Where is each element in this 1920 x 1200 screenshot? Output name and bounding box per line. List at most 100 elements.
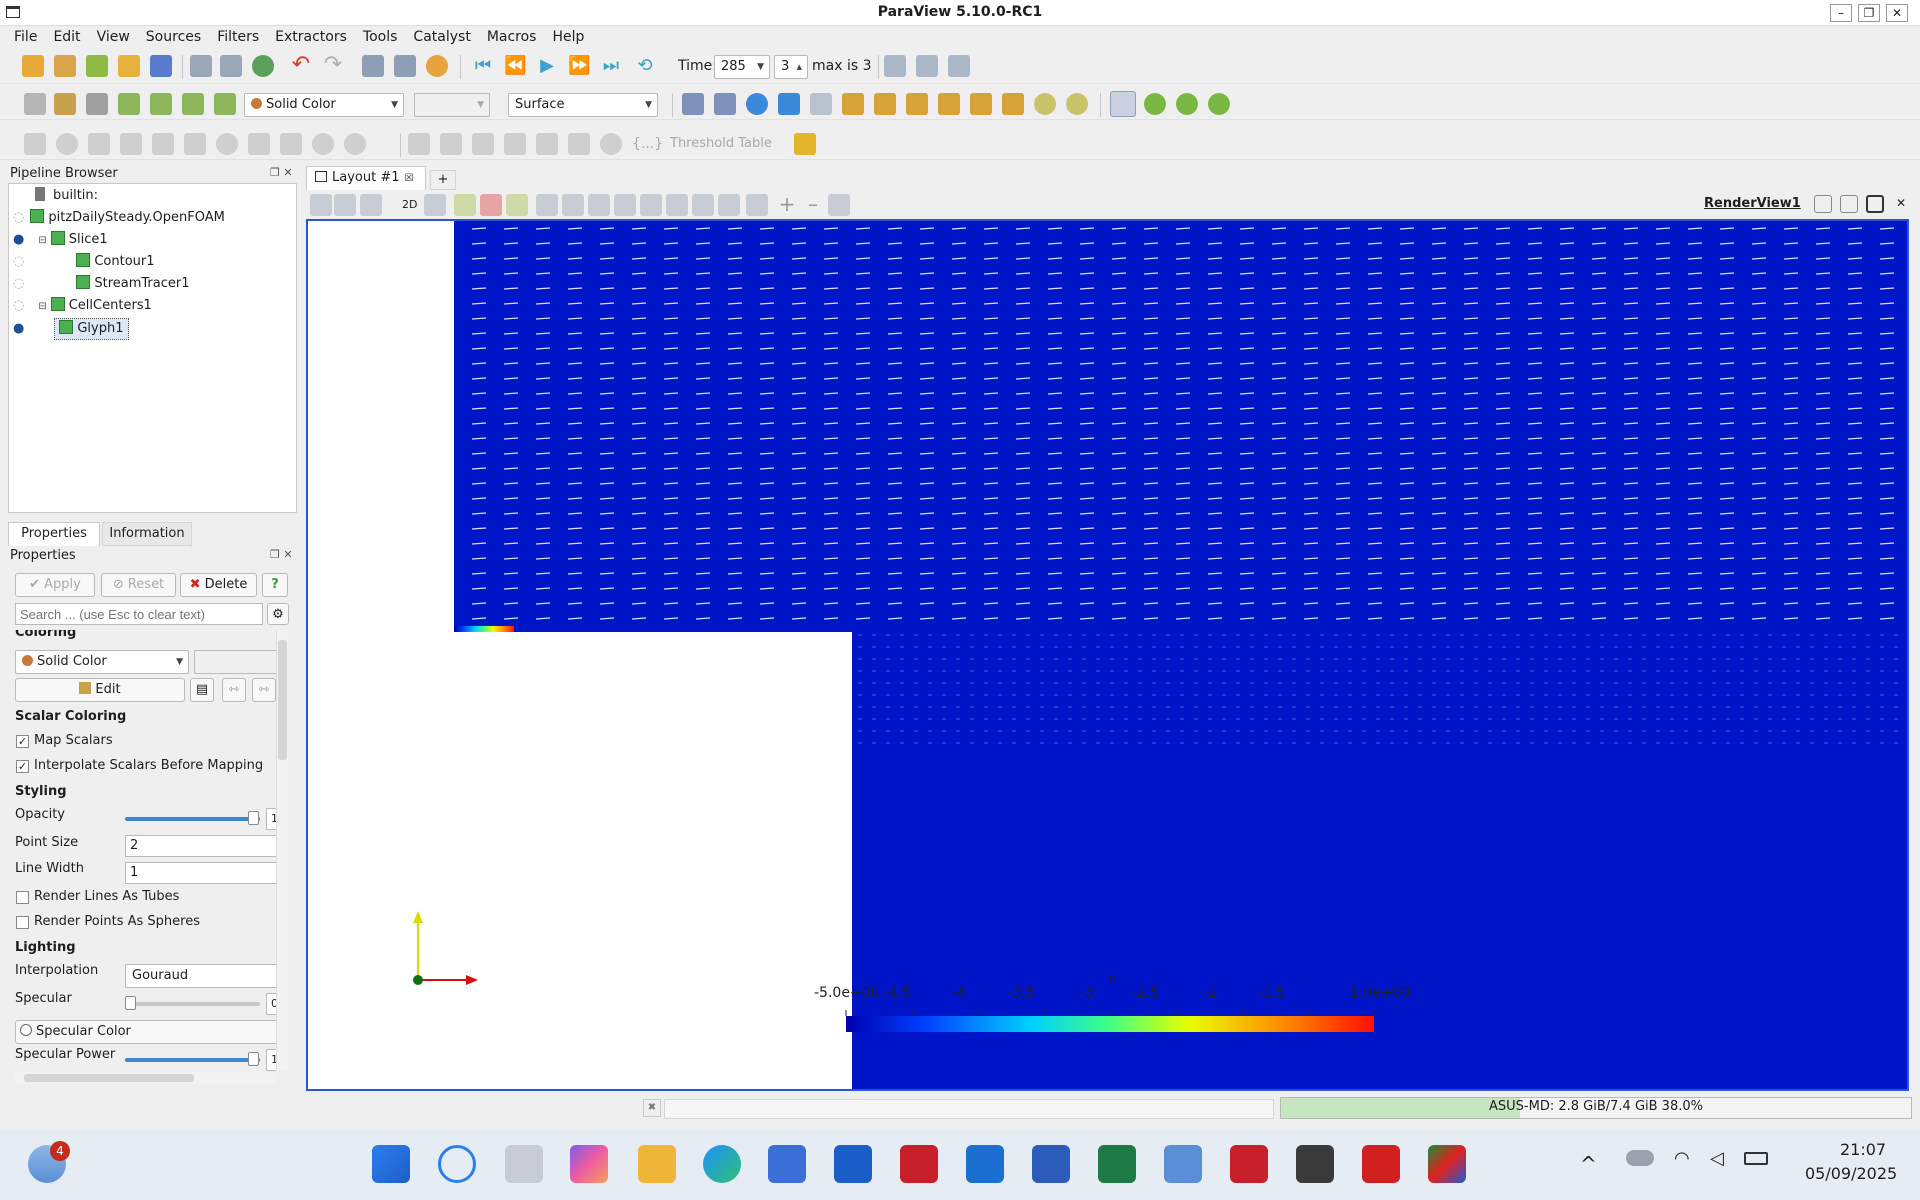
view-minus-x-icon[interactable] xyxy=(874,93,896,115)
coloring-combo[interactable]: Solid Color ▼ xyxy=(244,93,404,117)
view-plus-x-icon[interactable] xyxy=(842,93,864,115)
grow-selection-icon[interactable] xyxy=(666,194,688,216)
connect-icon[interactable] xyxy=(118,55,140,77)
new-layout-button[interactable]: + xyxy=(430,170,456,190)
mathcad-icon[interactable] xyxy=(834,1145,872,1183)
plot-selection-icon[interactable] xyxy=(440,133,462,155)
pipeline-item-pitzdaily[interactable]: ◌ pitzDailySteady.OpenFOAM xyxy=(13,208,225,228)
pipeline-item-contour1[interactable]: ◌ Contour1 xyxy=(13,252,155,272)
menu-tools[interactable]: Tools xyxy=(362,29,398,45)
render-spheres-checkbox[interactable] xyxy=(16,916,29,929)
capture-icon[interactable] xyxy=(360,194,382,216)
reset-range-icon[interactable] xyxy=(86,93,108,115)
minimize-button[interactable]: – xyxy=(1830,4,1852,22)
clock-time[interactable]: 21:07 xyxy=(1840,1140,1887,1159)
paraview-taskbar-icon[interactable] xyxy=(1428,1145,1466,1183)
remove-annotation-icon[interactable]: – xyxy=(808,192,818,216)
component-combo[interactable]: ▼ xyxy=(414,93,490,117)
zoom-to-data-icon[interactable] xyxy=(746,93,768,115)
histogram-icon[interactable] xyxy=(472,133,494,155)
pipeline-item-glyph1[interactable]: ● Glyph1 xyxy=(13,318,129,340)
mcafee-icon[interactable] xyxy=(900,1145,938,1183)
time-combo[interactable]: 285 ▼ xyxy=(714,55,770,79)
menu-help[interactable]: Help xyxy=(552,29,585,45)
disconnect-icon[interactable] xyxy=(150,55,172,77)
pipeline-float-icon[interactable]: ❐ ✕ xyxy=(270,166,293,179)
interactive-select-icon[interactable] xyxy=(562,194,584,216)
specular-slider-thumb[interactable] xyxy=(125,996,136,1010)
plot-over-line-icon[interactable] xyxy=(408,133,430,155)
onedrive-icon[interactable] xyxy=(1626,1150,1654,1166)
word-icon[interactable] xyxy=(1032,1145,1070,1183)
collapse-icon[interactable]: ⊟ xyxy=(38,235,47,246)
tab-properties[interactable]: Properties xyxy=(8,522,100,546)
clock-date[interactable]: 05/09/2025 xyxy=(1805,1164,1898,1183)
menu-catalyst[interactable]: Catalyst xyxy=(413,29,471,45)
rescale-icon[interactable]: ⇿ xyxy=(222,678,246,702)
edit-colormap-button[interactable]: Edit xyxy=(15,678,185,702)
reset-camera-icon[interactable] xyxy=(682,93,704,115)
close-button[interactable]: ✕ xyxy=(1886,4,1908,22)
screenshot-icon[interactable] xyxy=(948,55,970,77)
start-icon[interactable] xyxy=(372,1145,410,1183)
show-scalar-bar-icon[interactable] xyxy=(24,93,46,115)
hover-points-icon[interactable] xyxy=(614,194,636,216)
layout-tab[interactable]: Layout #1 ☒ xyxy=(306,166,426,190)
reset-camera-closest-icon[interactable] xyxy=(714,93,736,115)
wifi-icon[interactable]: ◠ xyxy=(1674,1148,1690,1169)
pick-center-icon[interactable] xyxy=(1208,93,1230,115)
menu-edit[interactable]: Edit xyxy=(53,29,81,45)
reset-button[interactable]: ⊘ Reset xyxy=(101,573,176,597)
camera-undo-icon[interactable] xyxy=(362,55,384,77)
menu-file[interactable]: File xyxy=(14,29,38,45)
play-icon[interactable]: ▶ xyxy=(540,55,554,76)
zoom-closest-icon[interactable] xyxy=(916,55,938,77)
select-frustum-icon[interactable] xyxy=(506,194,528,216)
extract-level-icon[interactable] xyxy=(344,133,366,155)
specular-power-slider[interactable] xyxy=(125,1058,260,1062)
menu-extractors[interactable]: Extractors xyxy=(275,29,347,45)
stream-tracer-icon[interactable] xyxy=(248,133,270,155)
opacity-slider-thumb[interactable] xyxy=(248,811,259,825)
properties-vertical-scrollbar[interactable] xyxy=(276,630,288,1070)
copilot-icon[interactable] xyxy=(570,1145,608,1183)
properties-search-input[interactable] xyxy=(15,603,263,625)
view-plus-z-icon[interactable] xyxy=(970,93,992,115)
glyph-icon[interactable] xyxy=(216,133,238,155)
clear-selection-icon[interactable] xyxy=(828,194,850,216)
volume-icon[interactable]: ◁ xyxy=(1710,1148,1724,1169)
block-select-icon[interactable] xyxy=(640,194,662,216)
open-file-icon[interactable] xyxy=(22,55,44,77)
opacity-input[interactable]: 1 xyxy=(266,808,276,830)
edge-icon[interactable] xyxy=(703,1145,741,1183)
map-scalars-checkbox[interactable]: ✓ xyxy=(16,735,29,748)
menu-view[interactable]: View xyxy=(96,29,130,45)
view-plus-y-icon[interactable] xyxy=(906,93,928,115)
specular-color-button[interactable]: Specular Color xyxy=(15,1020,276,1044)
color-palette-icon[interactable] xyxy=(426,55,448,77)
threshold-table-button[interactable]: Threshold Table xyxy=(670,136,772,151)
interaction-mode-icon[interactable] xyxy=(1110,91,1136,117)
rotate-plus-90-icon[interactable] xyxy=(1034,93,1056,115)
rescale-custom-range-icon[interactable]: ⇿ xyxy=(252,678,276,702)
maximize-view-icon[interactable] xyxy=(1866,195,1884,213)
specular-slider[interactable] xyxy=(125,1002,260,1006)
toggle-2d-button[interactable]: 2D xyxy=(402,198,418,211)
pipeline-item-cellcenters1[interactable]: ◌ ⊟ CellCenters1 xyxy=(13,296,152,316)
close-view-icon[interactable]: ✕ xyxy=(1895,196,1907,210)
view-minus-z-icon[interactable] xyxy=(1002,93,1024,115)
representation-combo[interactable]: Surface ▼ xyxy=(508,93,658,117)
camera-redo-icon[interactable] xyxy=(394,55,416,77)
properties-float-icon[interactable]: ❐ ✕ xyxy=(270,548,293,561)
battery-icon[interactable] xyxy=(1744,1152,1768,1165)
particle-icon[interactable] xyxy=(600,133,622,155)
calculator-icon[interactable] xyxy=(24,133,46,155)
plot-data-icon[interactable] xyxy=(504,133,526,155)
rescale-visible-icon[interactable] xyxy=(182,93,204,115)
group-datasets-icon[interactable] xyxy=(312,133,334,155)
render-canvas[interactable]: -5.0e+00 -4.5 -4 -3.5 -3 -2.5 -2 -1.5 1.… xyxy=(308,221,1907,1089)
hover-cells-icon[interactable] xyxy=(588,194,610,216)
properties-coloring-combo[interactable]: Solid Color ▼ xyxy=(15,650,189,674)
contour-icon[interactable] xyxy=(56,133,78,155)
edit-selection-icon[interactable] xyxy=(718,194,740,216)
